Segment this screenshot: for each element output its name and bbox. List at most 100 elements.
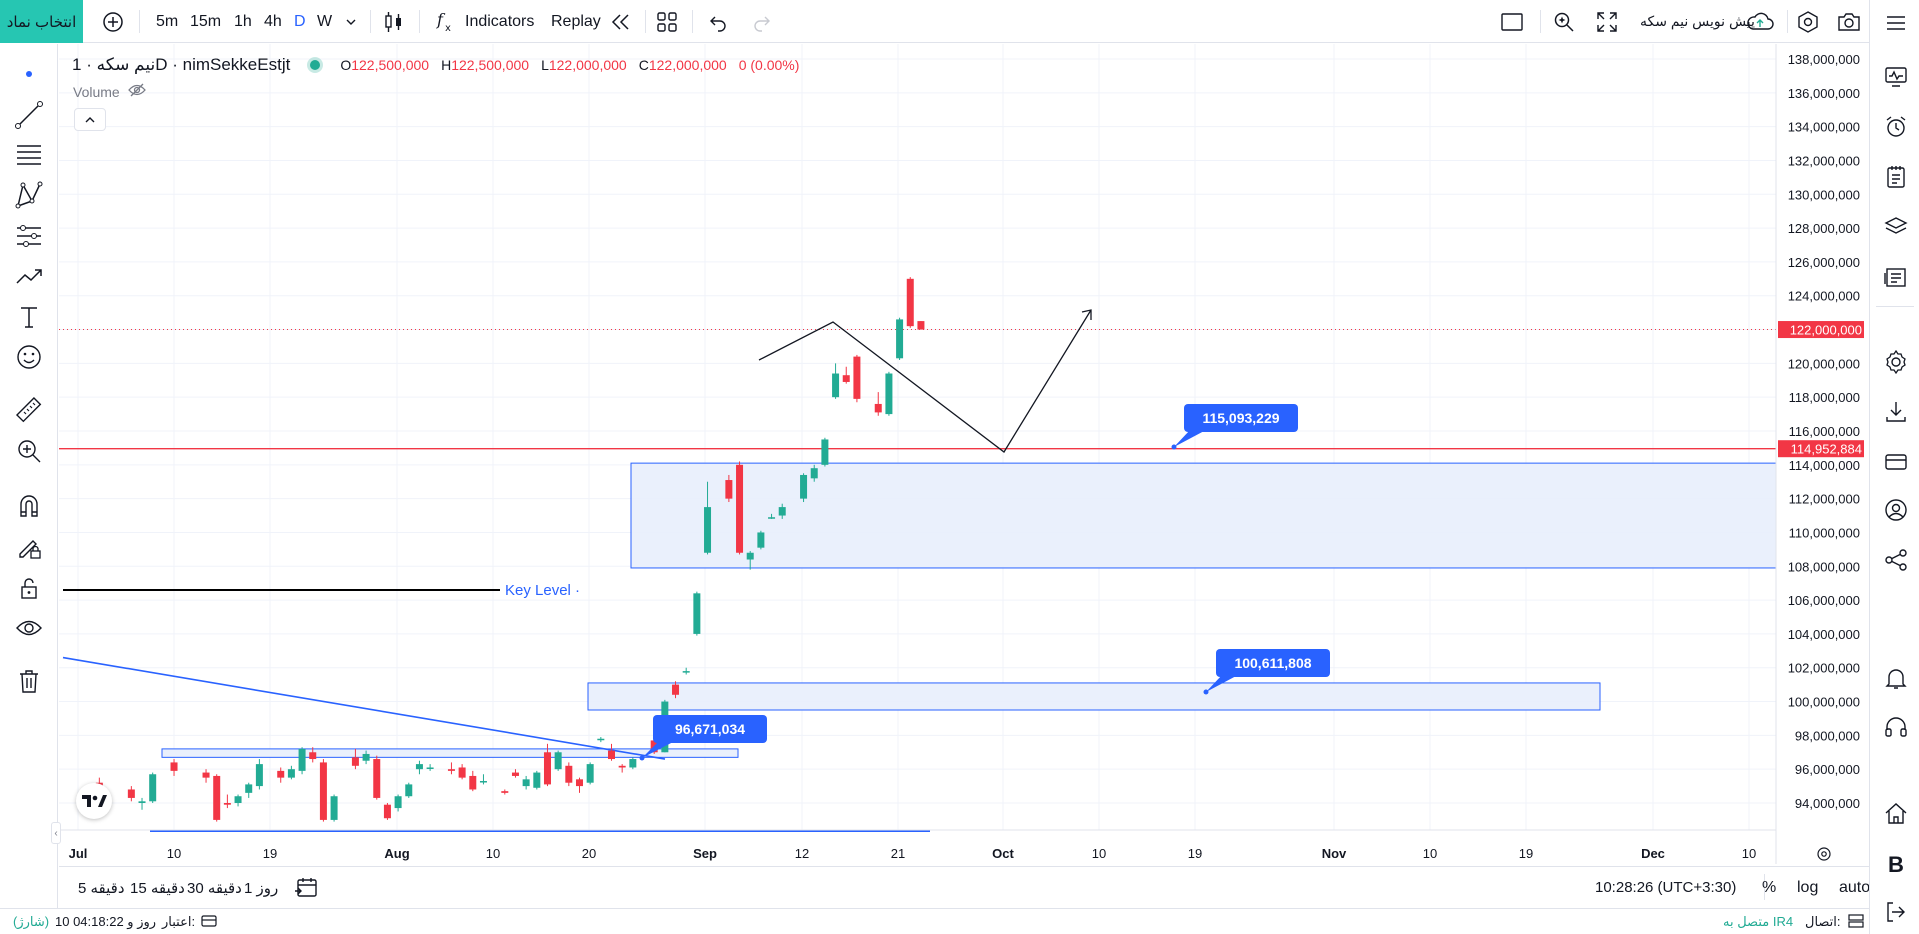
interval-15m[interactable]: 15m <box>190 12 222 30</box>
log-scale-toggle[interactable]: log <box>1797 879 1819 896</box>
indicators-button[interactable]: Indicators <box>465 12 535 30</box>
range-5-min[interactable]: 5 دقیقه <box>78 880 125 897</box>
range-15-min[interactable]: 15 دقیقه <box>130 880 185 897</box>
watchlist-monitor-icon[interactable] <box>1883 64 1909 90</box>
range-1-day[interactable]: 1 روز <box>244 880 279 897</box>
candle-body <box>778 507 786 516</box>
callout-anchor <box>1171 444 1177 450</box>
replay-button[interactable]: Replay <box>551 12 601 30</box>
stay-drawing-icon[interactable] <box>14 532 44 562</box>
volume-indicator-row[interactable]: Volume <box>73 83 146 100</box>
chevron-down-icon[interactable] <box>344 0 358 43</box>
date-range-calendar-icon[interactable] <box>293 875 319 903</box>
eye-crossed-icon[interactable] <box>127 83 146 100</box>
interval-d[interactable]: D <box>294 12 306 30</box>
zoom-in-icon[interactable] <box>14 436 44 466</box>
price-tick-label: 94,000,000 <box>1795 796 1860 811</box>
candle <box>127 786 135 802</box>
projection-icon[interactable] <box>14 221 44 251</box>
chart-pane[interactable]: Key Level · 115,093,229 100,611,808 96,671,… <box>59 44 1869 864</box>
legend-symbol[interactable]: نیم سکه · 1D · nimSekkeEstjt <box>72 55 291 74</box>
interval-w[interactable]: W <box>317 12 333 30</box>
text-tool-icon[interactable] <box>14 302 44 332</box>
candle <box>575 777 583 793</box>
replay-rewind-icon[interactable] <box>609 0 633 43</box>
forecast-icon[interactable] <box>14 261 44 291</box>
candle <box>245 782 253 798</box>
emoji-icon[interactable] <box>14 342 44 372</box>
candle-body <box>287 769 295 778</box>
trash-icon[interactable] <box>14 666 44 696</box>
interval-5m[interactable]: 5m <box>156 12 179 30</box>
legend-high: H122,500,000 <box>441 57 529 73</box>
candle-body <box>426 767 434 769</box>
settings-hex-icon[interactable] <box>1795 0 1821 43</box>
symbol-search-button[interactable]: انتخاب نماد <box>0 0 83 43</box>
percent-scale-toggle[interactable]: % <box>1762 879 1777 896</box>
gear-icon[interactable] <box>1883 349 1909 375</box>
download-icon[interactable] <box>1883 399 1909 425</box>
credit-charge-link[interactable]: (شارژ) <box>13 914 50 929</box>
candle <box>213 774 221 822</box>
cursor-dot-icon[interactable] <box>14 59 44 89</box>
menu-icon[interactable] <box>1883 10 1909 36</box>
price-tick-label: 114,000,000 <box>1789 458 1860 473</box>
chart-canvas[interactable]: Key Level · 115,093,229 100,611,808 96,671,… <box>59 44 1869 864</box>
candle-body <box>522 779 530 787</box>
range-30-min[interactable]: 30 دقیقه <box>187 880 242 897</box>
expand-icon[interactable] <box>1595 0 1619 43</box>
wallet-card-icon[interactable] <box>1883 449 1909 475</box>
share-icon[interactable] <box>1883 547 1909 573</box>
layers-icon[interactable] <box>1883 214 1909 240</box>
layout-name[interactable]: پیش نویس نیم سکه <box>1640 13 1755 29</box>
status-bar: (شارژ) 10 روز و 04:18:22 اعتبار: متصل به… <box>0 908 1869 934</box>
interval-4h[interactable]: 4h <box>264 12 282 30</box>
camera-icon[interactable] <box>1836 0 1862 43</box>
news-list-icon[interactable] <box>1883 264 1909 290</box>
clock-timezone[interactable]: 10:28:26 (UTC+3:30) <box>1595 879 1737 896</box>
broker-b-icon[interactable]: B <box>1883 851 1909 877</box>
price-callout: 100,611,808 <box>1203 649 1330 695</box>
callout-pointer <box>1206 675 1238 692</box>
candle-body <box>885 373 893 415</box>
redo-icon[interactable] <box>751 0 773 43</box>
pattern-xabcd-icon[interactable] <box>14 180 44 210</box>
notification-bell-icon[interactable] <box>1883 665 1909 691</box>
candle <box>682 667 690 675</box>
fullscreen-window-icon[interactable] <box>1500 0 1524 43</box>
add-symbol-icon[interactable] <box>101 0 125 43</box>
undo-icon[interactable] <box>707 0 729 43</box>
candle <box>458 764 466 780</box>
headset-support-icon[interactable] <box>1883 715 1909 741</box>
candles-chart-type-icon[interactable] <box>383 0 405 43</box>
quick-search-icon[interactable] <box>1552 0 1576 43</box>
lock-icon[interactable] <box>14 573 44 603</box>
connection-value: متصل به IR4 <box>1723 914 1794 929</box>
candle <box>223 794 231 809</box>
candle-body <box>672 684 680 695</box>
cloud-save-icon[interactable] <box>1745 0 1775 43</box>
candle-body <box>565 765 573 783</box>
home-icon[interactable] <box>1883 801 1909 827</box>
ruler-icon[interactable] <box>14 395 44 425</box>
layout-grid-icon[interactable] <box>656 0 678 43</box>
trend-line-icon[interactable] <box>14 100 44 130</box>
alarm-clock-icon[interactable] <box>1883 114 1909 140</box>
collapse-legend-button[interactable] <box>74 108 106 131</box>
candle <box>693 591 701 636</box>
auto-scale-toggle[interactable]: auto <box>1839 879 1871 896</box>
interval-1h[interactable]: 1h <box>234 12 252 30</box>
notes-icon[interactable] <box>1883 164 1909 190</box>
hide-drawings-icon[interactable] <box>14 613 44 643</box>
fib-lines-icon[interactable] <box>14 140 44 170</box>
candle <box>277 767 285 783</box>
collapse-left-toolbar-icon[interactable]: ‹ <box>51 822 61 844</box>
card-icon <box>201 914 217 931</box>
magnet-icon[interactable] <box>14 491 44 521</box>
axis-settings-icon[interactable] <box>1817 847 1831 861</box>
logout-icon[interactable] <box>1883 899 1909 925</box>
tradingview-logo-icon[interactable] <box>76 783 112 819</box>
user-profile-icon[interactable] <box>1883 497 1909 523</box>
